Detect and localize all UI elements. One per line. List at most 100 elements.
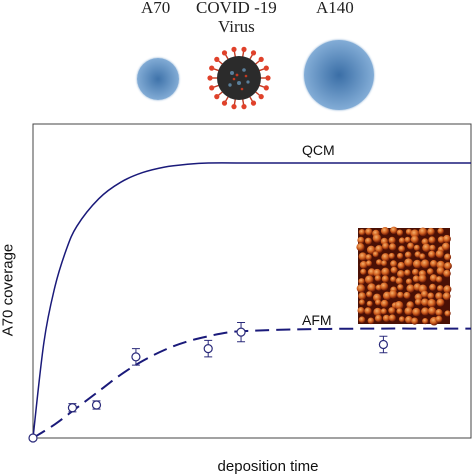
afm-grain bbox=[410, 235, 419, 244]
afm-grain bbox=[390, 266, 398, 274]
afm-grain bbox=[397, 291, 404, 299]
afm-grain bbox=[421, 290, 429, 298]
afm-grain bbox=[388, 236, 396, 244]
afm-grain bbox=[375, 245, 383, 253]
afm-grain bbox=[437, 285, 444, 292]
afm-grain bbox=[365, 228, 373, 236]
series-label-qcm: QCM bbox=[302, 142, 335, 158]
afm-grain bbox=[428, 306, 437, 316]
afm-grain bbox=[372, 234, 382, 243]
afm-grain bbox=[358, 278, 365, 285]
data-point bbox=[378, 335, 388, 354]
data-point-marker bbox=[28, 433, 38, 443]
afm-grain bbox=[422, 243, 431, 252]
virus-spike-head bbox=[214, 94, 220, 100]
afm-grain bbox=[366, 291, 373, 298]
afm-grain bbox=[388, 307, 396, 315]
afm-grain bbox=[412, 307, 421, 317]
virus-spike-head bbox=[209, 85, 215, 91]
virus-spike-head bbox=[207, 75, 213, 81]
a70-particle bbox=[137, 58, 179, 100]
data-point bbox=[131, 348, 141, 366]
afm-grain bbox=[381, 260, 388, 267]
virus-spike-head bbox=[263, 85, 269, 91]
virus-spike-head bbox=[214, 56, 220, 62]
data-point bbox=[28, 433, 38, 443]
afm-grain bbox=[398, 237, 406, 244]
afm-grain bbox=[356, 243, 365, 252]
afm-grain bbox=[388, 290, 398, 299]
afm-grain bbox=[373, 307, 383, 317]
afm-grain bbox=[366, 245, 376, 255]
data-point-marker bbox=[91, 400, 102, 410]
virus-spike-head bbox=[231, 104, 237, 110]
afm-grain bbox=[429, 274, 438, 282]
afm-grain bbox=[390, 226, 398, 234]
afm-grain bbox=[367, 317, 375, 325]
afm-grain bbox=[405, 316, 413, 324]
data-point-marker bbox=[131, 352, 141, 362]
afm-grain bbox=[437, 227, 444, 235]
afm-grain bbox=[405, 278, 413, 285]
afm-grain bbox=[396, 229, 404, 236]
afm-grain bbox=[435, 276, 443, 283]
afm-grain bbox=[366, 300, 373, 307]
virus-spike-head bbox=[258, 56, 264, 62]
afm-grain bbox=[422, 318, 429, 325]
afm-grain bbox=[398, 316, 405, 323]
afm-grain bbox=[406, 301, 415, 309]
afm-grain bbox=[421, 307, 430, 316]
afm-grain bbox=[412, 275, 420, 283]
afm-grain bbox=[389, 243, 397, 251]
afm-grain bbox=[435, 249, 444, 259]
afm-grain bbox=[374, 314, 383, 322]
afm-inset-image bbox=[356, 226, 452, 326]
afm-grain bbox=[404, 258, 413, 267]
virus-spike-head bbox=[263, 65, 269, 71]
data-point-marker bbox=[236, 327, 246, 337]
afm-grain bbox=[412, 259, 422, 269]
a140-particle bbox=[304, 40, 374, 110]
afm-grain bbox=[436, 266, 445, 275]
virus-spike-head bbox=[250, 100, 257, 106]
afm-grain bbox=[395, 277, 403, 285]
afm-grain bbox=[380, 282, 389, 291]
afm-grain bbox=[375, 299, 382, 306]
afm-grain bbox=[357, 236, 365, 244]
afm-grain bbox=[427, 292, 435, 300]
afm-grain bbox=[404, 251, 412, 259]
afm-grain bbox=[358, 229, 366, 236]
afm-grain bbox=[428, 250, 436, 259]
afm-grain bbox=[397, 252, 404, 260]
afm-grain bbox=[413, 244, 420, 251]
afm-grain bbox=[404, 236, 411, 243]
afm-grain bbox=[356, 284, 366, 293]
afm-grain bbox=[388, 314, 396, 322]
afm-grain bbox=[394, 301, 404, 310]
x-axis-label: deposition time bbox=[217, 458, 319, 475]
series-line-afm bbox=[32, 327, 471, 439]
afm-grain bbox=[359, 261, 368, 269]
afm-grain bbox=[436, 260, 446, 270]
afm-grain bbox=[364, 237, 372, 245]
afm-grain bbox=[358, 252, 367, 261]
afm-grain bbox=[444, 262, 452, 270]
particle-label-covid: COVID -19 bbox=[196, 0, 277, 17]
virus-spike-head bbox=[241, 46, 247, 52]
afm-grain bbox=[428, 236, 436, 244]
afm-grain bbox=[421, 238, 429, 246]
afm-grain bbox=[429, 283, 437, 291]
afm-grain bbox=[380, 227, 390, 236]
data-point-marker bbox=[67, 403, 78, 413]
afm-grain bbox=[412, 268, 419, 276]
virus-spike-head bbox=[241, 104, 247, 110]
afm-grain bbox=[397, 261, 405, 270]
afm-grain bbox=[436, 298, 445, 307]
afm-grain bbox=[365, 254, 372, 261]
afm-grain bbox=[376, 259, 383, 266]
afm-grain bbox=[374, 275, 382, 282]
afm-grain bbox=[418, 227, 428, 237]
afm-grain bbox=[396, 308, 403, 315]
afm-grain bbox=[359, 299, 365, 306]
series-label-afm: AFM bbox=[302, 312, 332, 328]
